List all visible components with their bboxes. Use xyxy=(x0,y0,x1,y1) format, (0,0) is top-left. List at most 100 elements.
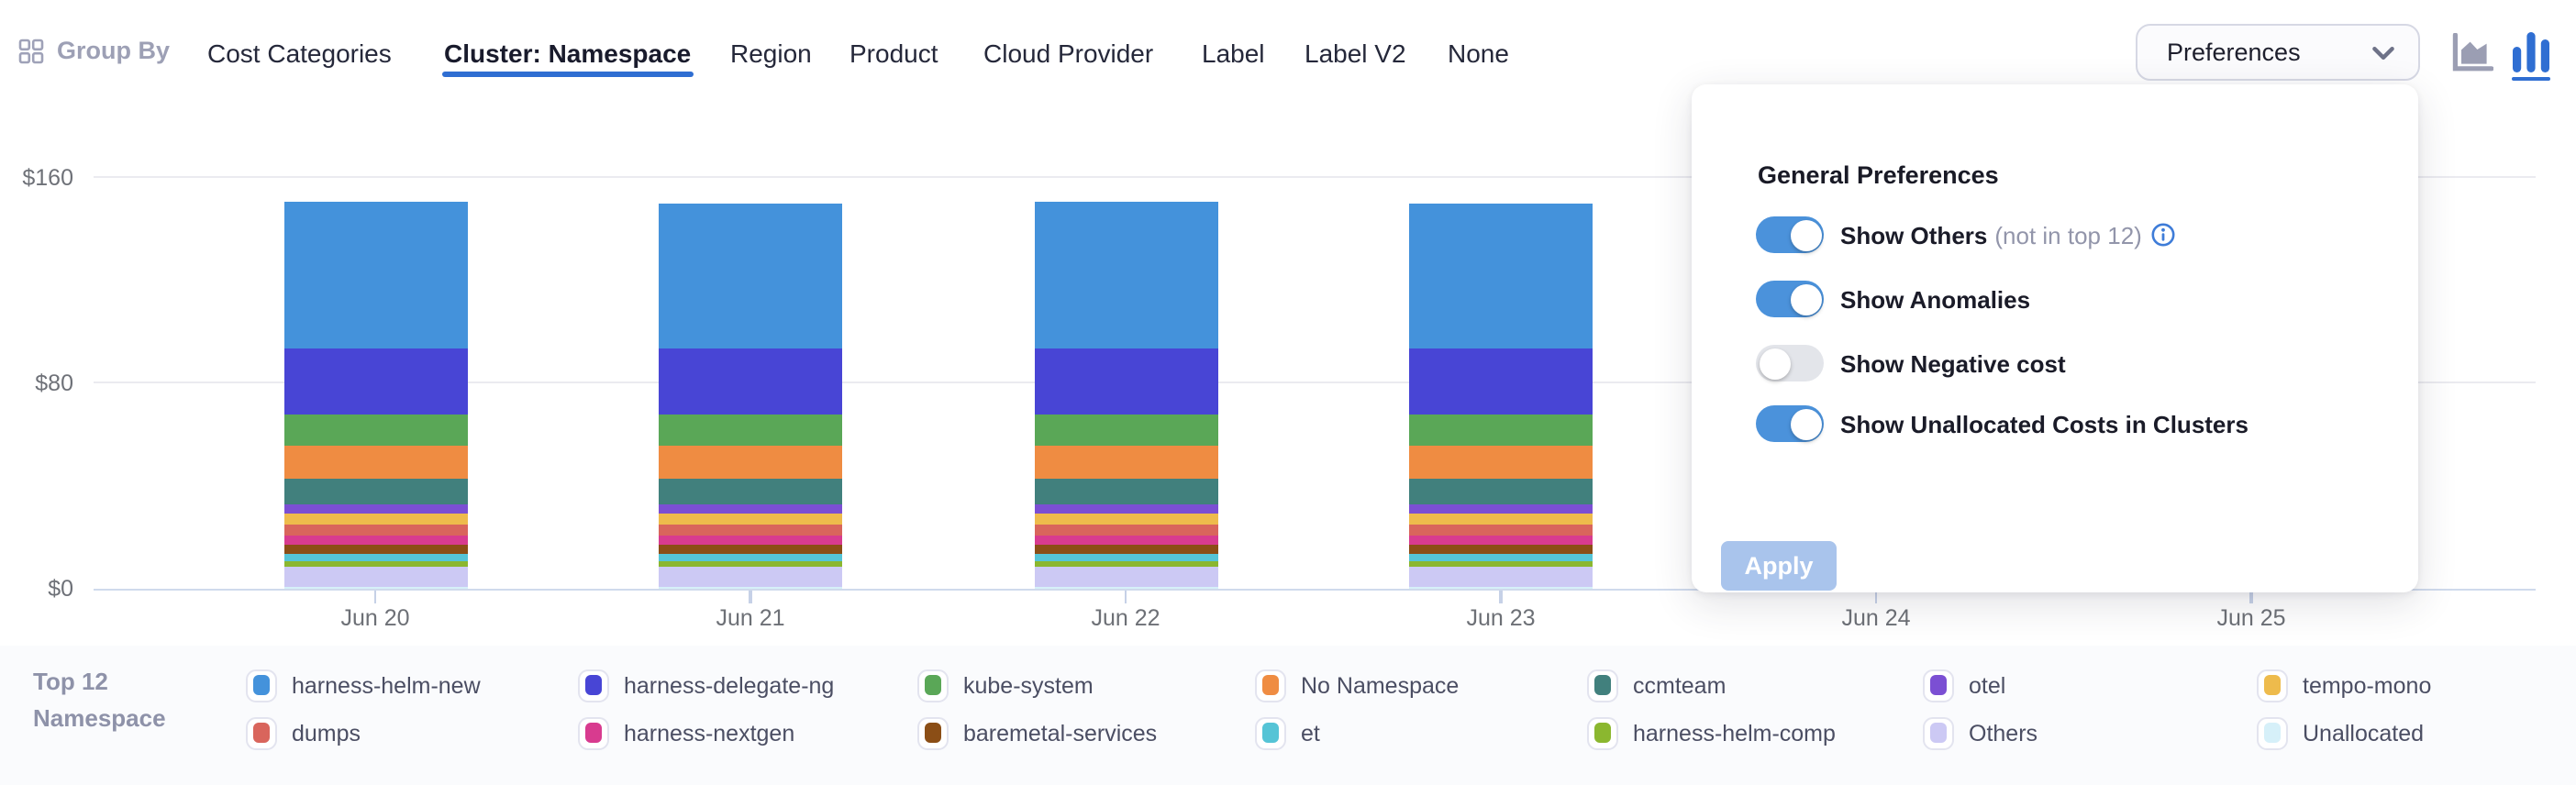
bar-segment-no-namespace[interactable] xyxy=(283,446,467,479)
legend-label: ccmteam xyxy=(1633,672,1727,698)
bar-segment-tempo-mono[interactable] xyxy=(283,513,467,525)
bar-segment-harness-delegate-ng[interactable] xyxy=(659,348,842,415)
toggle-on[interactable] xyxy=(1756,281,1824,317)
bar-segment-others[interactable] xyxy=(659,567,842,588)
legend-item-et[interactable]: et xyxy=(1255,716,1320,749)
bar-segment-otel[interactable] xyxy=(659,503,842,514)
toggle-on[interactable] xyxy=(1756,216,1824,253)
legend-swatch-box xyxy=(1923,669,1954,702)
area-chart-icon[interactable] xyxy=(2451,32,2494,83)
bar-segment-et[interactable] xyxy=(659,554,842,562)
legend-label: otel xyxy=(1969,672,2006,698)
toggle-off[interactable] xyxy=(1756,345,1824,381)
x-tick-label: Jun 24 xyxy=(1841,605,1911,631)
bar-chart-icon[interactable] xyxy=(2512,31,2550,83)
bar-segment-harness-delegate-ng[interactable] xyxy=(283,348,467,415)
legend-title: Top 12 Namespace xyxy=(33,664,166,735)
legend-item-harness-helm-comp[interactable]: harness-helm-comp xyxy=(1587,716,1836,749)
bar-segment-harness-delegate-ng[interactable] xyxy=(1034,348,1217,415)
legend-item-tempo-mono[interactable]: tempo-mono xyxy=(2257,669,2431,702)
bar-segment-harness-helm-new[interactable] xyxy=(283,201,467,348)
bar-segment-et[interactable] xyxy=(1409,554,1593,562)
bar-segment-others[interactable] xyxy=(1409,567,1593,588)
bar-segment-harness-helm-comp[interactable] xyxy=(283,561,467,568)
bar-segment-kube-system[interactable] xyxy=(1409,415,1593,447)
bar-segment-dumps[interactable] xyxy=(283,524,467,536)
legend-item-others[interactable]: Others xyxy=(1923,716,2037,749)
legend-swatch xyxy=(252,722,271,744)
legend-label: kube-system xyxy=(963,672,1094,698)
bar-segment-et[interactable] xyxy=(283,554,467,562)
toggle-row-show-negative-cost: Show Negative cost xyxy=(1756,345,2066,381)
bar-segment-tempo-mono[interactable] xyxy=(1409,513,1593,525)
legend-item-kube-system[interactable]: kube-system xyxy=(917,669,1094,702)
bar-segment-kube-system[interactable] xyxy=(1034,415,1217,447)
legend-item-dumps[interactable]: dumps xyxy=(246,716,361,749)
bar-segment-harness-helm-new[interactable] xyxy=(1409,204,1593,348)
tab-label[interactable]: Label xyxy=(1202,39,1265,68)
tab-cost-categories[interactable]: Cost Categories xyxy=(207,39,392,68)
bar-segment-ccmteam[interactable] xyxy=(283,478,467,504)
bar-segment-harness-helm-new[interactable] xyxy=(659,204,842,348)
legend-item-ccmteam[interactable]: ccmteam xyxy=(1587,669,1726,702)
bar-segment-dumps[interactable] xyxy=(1409,524,1593,536)
info-icon[interactable] xyxy=(2151,222,2177,248)
bar-segment-dumps[interactable] xyxy=(659,524,842,536)
bar-segment-baremetal-services[interactable] xyxy=(1409,545,1593,555)
preferences-button[interactable]: Preferences xyxy=(2136,24,2420,81)
legend-item-unallocated[interactable]: Unallocated xyxy=(2257,716,2424,749)
preferences-popup: General Preferences Show Others (not in t… xyxy=(1692,84,2418,592)
legend-swatch xyxy=(1929,722,1948,744)
apply-button[interactable]: Apply xyxy=(1721,541,1837,591)
legend-item-no-namespace[interactable]: No Namespace xyxy=(1255,669,1459,702)
bar-segment-baremetal-services[interactable] xyxy=(1034,545,1217,555)
bar-segment-no-namespace[interactable] xyxy=(1034,446,1217,479)
legend-item-baremetal-services[interactable]: baremetal-services xyxy=(917,716,1157,749)
bar-segment-otel[interactable] xyxy=(283,503,467,514)
bar-segment-tempo-mono[interactable] xyxy=(659,513,842,525)
bar-segment-kube-system[interactable] xyxy=(659,415,842,447)
tab-product[interactable]: Product xyxy=(849,39,938,68)
bar-segment-ccmteam[interactable] xyxy=(659,478,842,504)
bar-segment-baremetal-services[interactable] xyxy=(659,545,842,555)
bar-segment-no-namespace[interactable] xyxy=(659,446,842,479)
legend-item-harness-nextgen[interactable]: harness-nextgen xyxy=(578,716,794,749)
bar-segment-harness-nextgen[interactable] xyxy=(1034,535,1217,546)
x-tick-label: Jun 21 xyxy=(716,605,785,631)
toggle-row-show-others: Show Others (not in top 12) xyxy=(1756,216,2177,253)
bar-segment-tempo-mono[interactable] xyxy=(1034,513,1217,525)
legend-item-harness-delegate-ng[interactable]: harness-delegate-ng xyxy=(578,669,834,702)
tab-cluster-namespace[interactable]: Cluster: Namespace xyxy=(442,39,694,76)
bar-segment-harness-nextgen[interactable] xyxy=(659,535,842,546)
bar-segment-ccmteam[interactable] xyxy=(1409,478,1593,504)
bar-segment-baremetal-services[interactable] xyxy=(283,545,467,555)
bar-segment-otel[interactable] xyxy=(1034,503,1217,514)
bar-segment-harness-helm-comp[interactable] xyxy=(659,561,842,568)
tab-none[interactable]: None xyxy=(1448,39,1509,68)
bar-segment-harness-nextgen[interactable] xyxy=(1409,535,1593,546)
bar-segment-harness-nextgen[interactable] xyxy=(283,535,467,546)
bar-segment-harness-helm-comp[interactable] xyxy=(1409,561,1593,568)
legend-item-harness-helm-new[interactable]: harness-helm-new xyxy=(246,669,481,702)
bar-segment-others[interactable] xyxy=(1034,567,1217,588)
bar-segment-harness-delegate-ng[interactable] xyxy=(1409,348,1593,415)
group-by-control[interactable]: Group By xyxy=(18,37,170,64)
tab-cloud-provider[interactable]: Cloud Provider xyxy=(983,39,1154,68)
bar-segment-harness-helm-new[interactable] xyxy=(1034,201,1217,348)
tab-label-v2[interactable]: Label V2 xyxy=(1305,39,1406,68)
bar-segment-dumps[interactable] xyxy=(1034,524,1217,536)
bar-segment-others[interactable] xyxy=(283,567,467,588)
toggle-on[interactable] xyxy=(1756,405,1824,442)
tab-region[interactable]: Region xyxy=(730,39,812,68)
legend-item-otel[interactable]: otel xyxy=(1923,669,2005,702)
bar-segment-kube-system[interactable] xyxy=(283,415,467,447)
bar-segment-et[interactable] xyxy=(1034,554,1217,562)
bar-segment-no-namespace[interactable] xyxy=(1409,446,1593,479)
legend-swatch-box xyxy=(1587,716,1618,749)
legend-title-line2: Namespace xyxy=(33,703,166,731)
bar-segment-harness-helm-comp[interactable] xyxy=(1034,561,1217,568)
toggle-label: Show Anomalies xyxy=(1840,285,2031,313)
bar-segment-otel[interactable] xyxy=(1409,503,1593,514)
popup-title: General Preferences xyxy=(1758,161,1999,189)
bar-segment-ccmteam[interactable] xyxy=(1034,478,1217,504)
